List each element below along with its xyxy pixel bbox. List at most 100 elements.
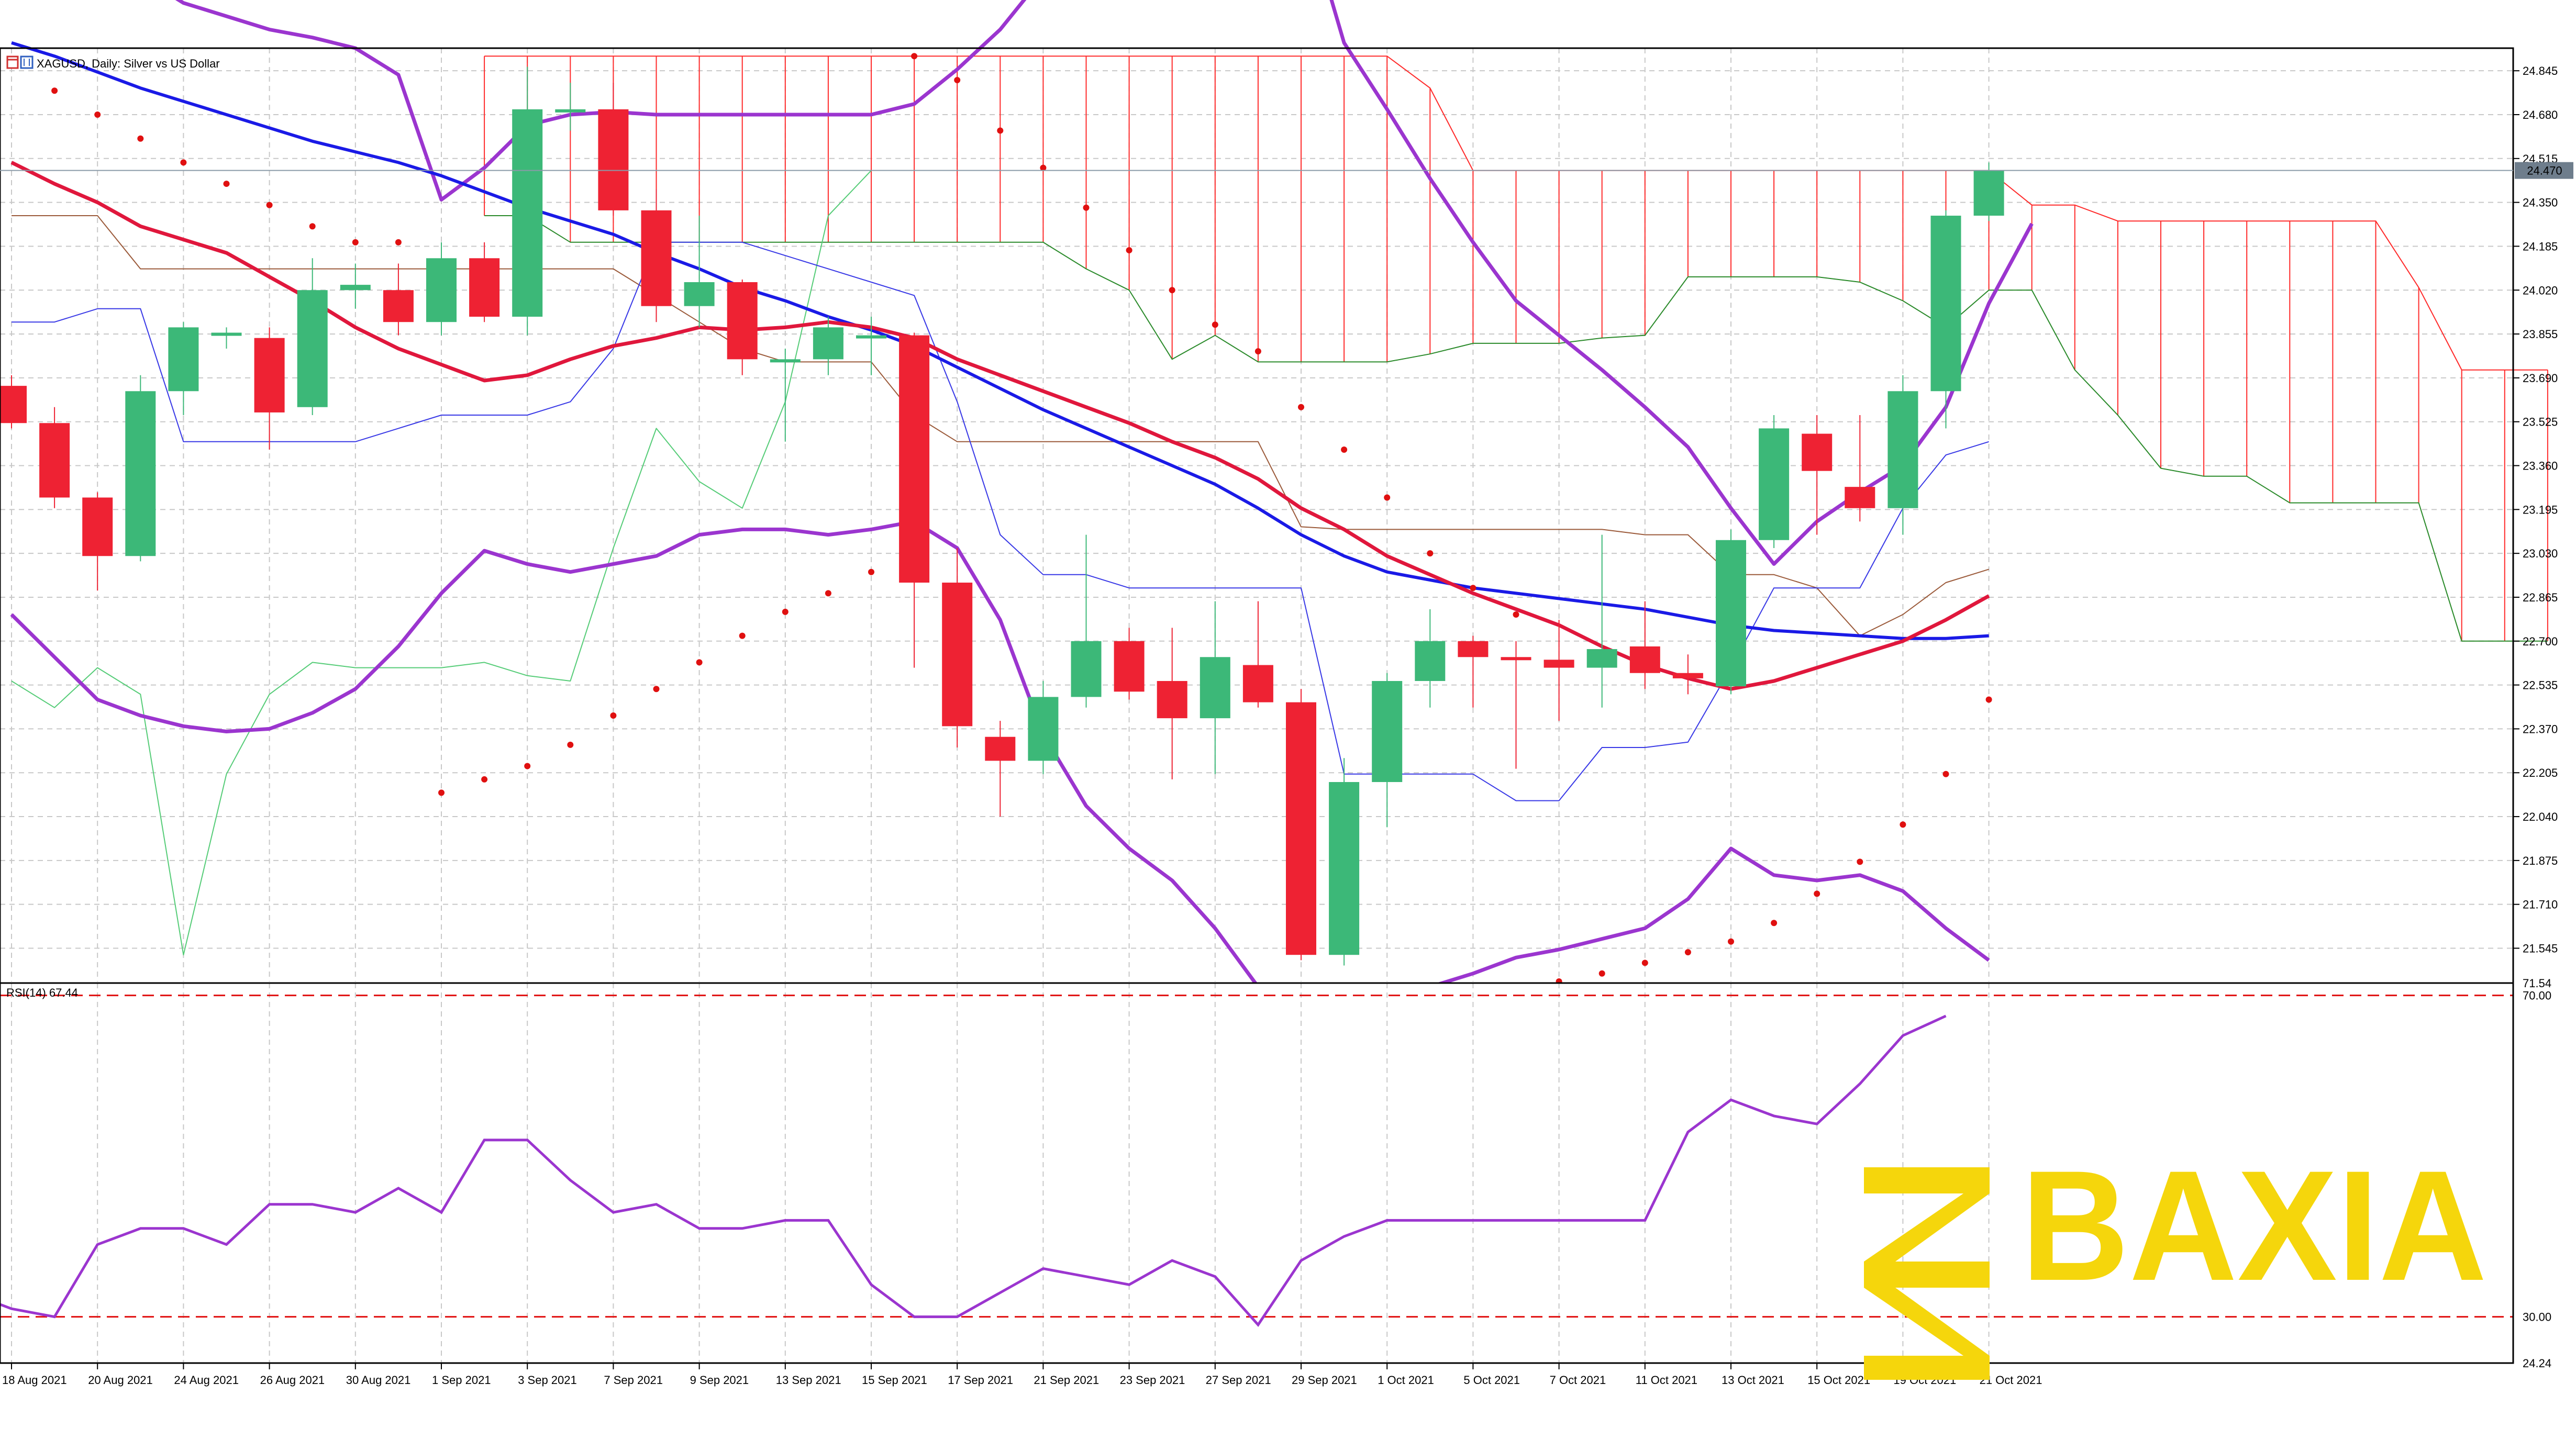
psar-dot <box>223 181 230 187</box>
price-tick-label: 23.690 <box>2523 372 2558 385</box>
date-tick-label: 30 Aug 2021 <box>346 1374 411 1387</box>
bullish-candle <box>1759 428 1790 540</box>
bearish-candle <box>899 335 930 583</box>
bearish-candle <box>1242 665 1273 702</box>
price-tick-label: 24.680 <box>2523 108 2558 121</box>
psar-dot <box>1857 858 1863 865</box>
bullish-candle <box>512 109 543 317</box>
psar-dot <box>395 239 402 245</box>
kijun-sen-line <box>12 215 1989 637</box>
current-price-label: 24.470 <box>2527 164 2562 177</box>
current-price-marker <box>2515 162 2573 179</box>
price-tick-label: 22.535 <box>2523 679 2558 692</box>
psar-dot <box>309 223 316 230</box>
psar-dot <box>1470 585 1476 591</box>
psar-dot <box>868 568 874 575</box>
bullish-candle <box>555 109 586 113</box>
bullish-candle <box>1372 680 1403 783</box>
price-tick-label: 24.020 <box>2523 284 2558 297</box>
psar-dot <box>1341 447 1348 453</box>
rsi-levels <box>0 995 2513 1318</box>
psar-dot <box>1641 959 1648 966</box>
bullish-candle <box>1200 657 1230 719</box>
date-tick-label: 1 Sep 2021 <box>432 1374 491 1387</box>
price-tick-label: 22.040 <box>2523 810 2558 823</box>
price-tick-label: 24.185 <box>2523 240 2558 253</box>
psar-dot <box>1985 696 1992 703</box>
psar-dot <box>352 239 359 245</box>
rsi-tick-label: 24.24 <box>2523 1357 2551 1370</box>
date-tick-label: 18 Aug 2021 <box>2 1374 67 1387</box>
price-tick-label: 24.350 <box>2523 196 2558 209</box>
rsi-title: RSI(14) 67.44 <box>6 986 78 999</box>
psar-dot <box>739 632 746 639</box>
bearish-candle <box>0 386 27 423</box>
psar-dot <box>1384 494 1391 501</box>
tenkan-sen-line <box>12 241 1989 801</box>
bearish-candle <box>727 282 758 360</box>
price-panel[interactable]: 24.84524.68024.51524.35024.18524.02023.8… <box>0 0 2573 1055</box>
symbol-icon <box>20 55 34 69</box>
chikou-span-line <box>11 170 872 956</box>
psar-dot <box>1728 938 1734 945</box>
bearish-candle <box>1544 660 1574 668</box>
bullish-candle <box>1028 697 1059 761</box>
price-tick-label: 23.855 <box>2523 328 2558 341</box>
date-tick-label: 15 Sep 2021 <box>862 1374 927 1387</box>
psar-dot <box>481 776 488 783</box>
date-tick-label: 9 Sep 2021 <box>690 1374 749 1387</box>
psar-dot <box>997 127 1004 134</box>
bullish-candle <box>770 359 801 363</box>
bearish-candle <box>82 497 113 556</box>
psar-dot <box>911 53 918 60</box>
date-tick-label: 13 Oct 2021 <box>1722 1374 1784 1387</box>
price-axis: 24.84524.68024.51524.35024.18524.02023.8… <box>2513 64 2558 955</box>
price-tick-label: 21.710 <box>2523 898 2558 911</box>
price-tick-label: 23.195 <box>2523 503 2558 516</box>
psar-dot <box>696 659 703 666</box>
bollinger-lower-line <box>10 519 1990 1055</box>
psar-dot <box>51 87 58 94</box>
bullish-candle <box>1329 782 1360 955</box>
bullish-candle <box>856 335 886 339</box>
psar-dot <box>1083 204 1090 211</box>
psar-dot <box>1942 771 1949 777</box>
psar-dot <box>1814 890 1820 897</box>
psar-dot <box>94 111 101 118</box>
rsi-tick-label: 70.00 <box>2523 989 2551 1002</box>
bearish-candle <box>598 109 629 210</box>
psar-dot <box>825 590 831 597</box>
bullish-candle <box>684 282 715 306</box>
bullish-candle <box>1071 641 1102 697</box>
bearish-candle <box>641 210 672 306</box>
bearish-candle <box>1286 702 1316 955</box>
baxia-logo-text: BAXIA <box>2021 1137 2487 1313</box>
bullish-candle <box>1930 216 1961 392</box>
date-tick-label: 24 Aug 2021 <box>174 1374 239 1387</box>
bullish-candle <box>1415 641 1446 681</box>
date-tick-label: 21 Sep 2021 <box>1034 1374 1099 1387</box>
price-tick-label: 21.545 <box>2523 942 2558 955</box>
price-tick-label: 23.360 <box>2523 460 2558 473</box>
price-panel-frame <box>0 48 2513 989</box>
date-tick-label: 26 Aug 2021 <box>260 1374 325 1387</box>
bullish-candle <box>1716 540 1746 687</box>
psar-dot <box>1212 321 1218 328</box>
price-tick-label: 23.525 <box>2523 416 2558 429</box>
date-tick-label: 7 Sep 2021 <box>604 1374 663 1387</box>
psar-dot <box>954 76 961 83</box>
bearish-candle <box>1114 641 1145 692</box>
senkou-span-b <box>484 215 2548 642</box>
date-tick-label: 7 Oct 2021 <box>1550 1374 1606 1387</box>
psar-dot <box>1900 821 1906 828</box>
price-tick-label: 21.875 <box>2523 854 2558 867</box>
psar-dot <box>1298 404 1304 410</box>
bearish-candle <box>1157 680 1187 719</box>
baxia-logo: BAXIA <box>1864 1137 2487 1380</box>
date-tick-label: 23 Sep 2021 <box>1120 1374 1185 1387</box>
chart-title: XAGUSD, Daily: Silver vs US Dollar <box>37 57 220 70</box>
moving-average-blue-line <box>11 41 1989 640</box>
